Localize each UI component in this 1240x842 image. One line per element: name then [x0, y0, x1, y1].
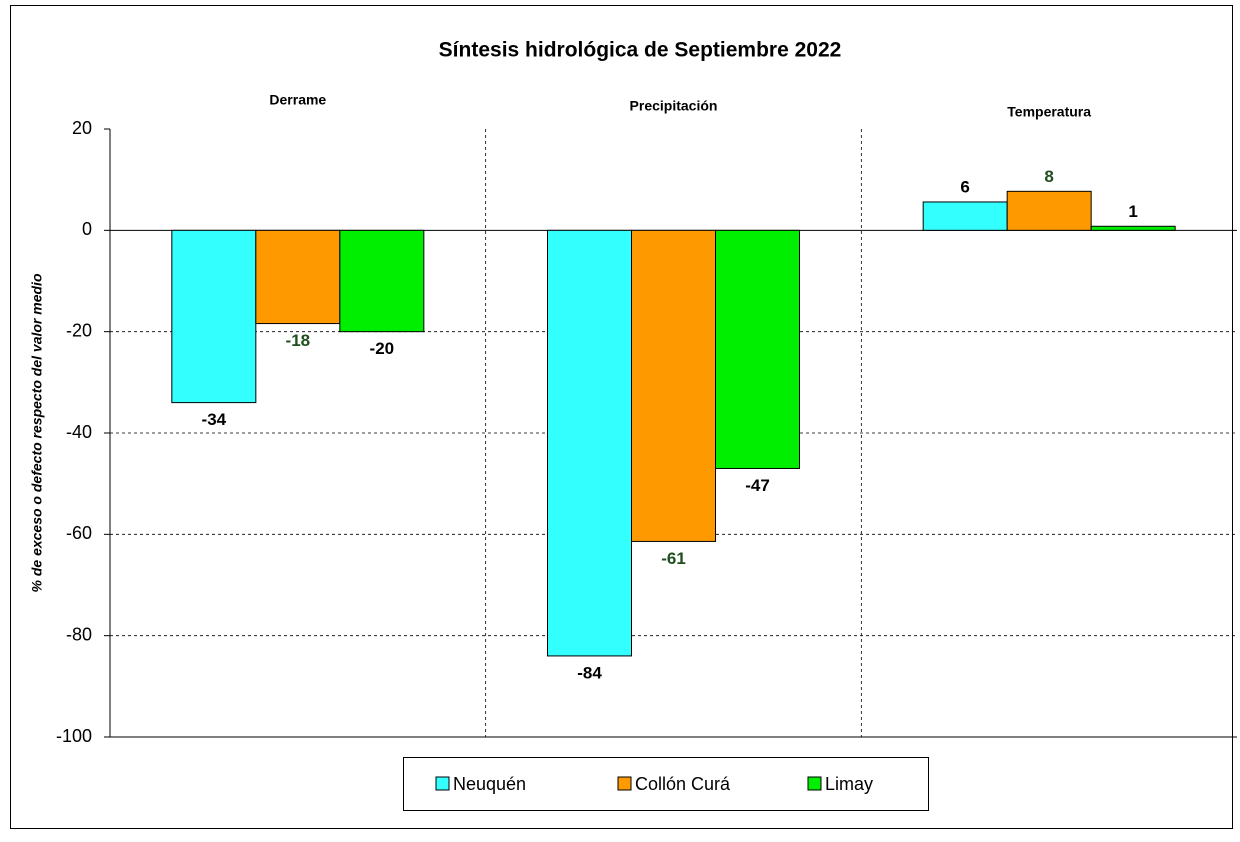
legend-label: Limay [825, 774, 873, 794]
value-label: 1 [1128, 202, 1137, 221]
chart-title: Síntesis hidrológica de Septiembre 2022 [439, 39, 842, 62]
y-tick-label: -40 [66, 422, 92, 442]
y-tick-label: 20 [72, 118, 92, 138]
bar [255, 229, 341, 325]
y-tick-label: -20 [66, 320, 92, 340]
value-label: -61 [661, 549, 686, 568]
category-label: Temperatura [1007, 104, 1091, 120]
bar [547, 229, 632, 657]
bar [1090, 225, 1176, 231]
value-label: -20 [370, 339, 395, 358]
legend [403, 757, 929, 811]
y-tick-label: 0 [82, 219, 92, 239]
value-label: -18 [286, 331, 311, 350]
bar [171, 229, 257, 404]
legend-swatch [807, 776, 822, 791]
category-label: Derrame [269, 92, 326, 108]
bar [339, 229, 425, 333]
y-axis-title: % de exceso o defecto respecto del valor… [29, 273, 45, 592]
category-label: Precipitación [630, 98, 718, 114]
bar [631, 229, 716, 542]
y-tick-label: -80 [66, 624, 92, 644]
legend-label: Collón Curá [635, 774, 731, 794]
legend-label: Neuquén [453, 774, 526, 794]
value-label: -47 [745, 476, 770, 495]
legend-swatch [435, 776, 450, 791]
value-label: 6 [960, 177, 969, 196]
value-label: 8 [1044, 167, 1053, 186]
bar [1006, 190, 1092, 231]
value-label: -84 [577, 663, 602, 682]
bar [715, 229, 800, 469]
legend-swatch [617, 776, 632, 791]
y-tick-label: -100 [56, 726, 92, 746]
value-label: -34 [202, 410, 227, 429]
y-tick-label: -60 [66, 523, 92, 543]
bar [922, 201, 1008, 231]
